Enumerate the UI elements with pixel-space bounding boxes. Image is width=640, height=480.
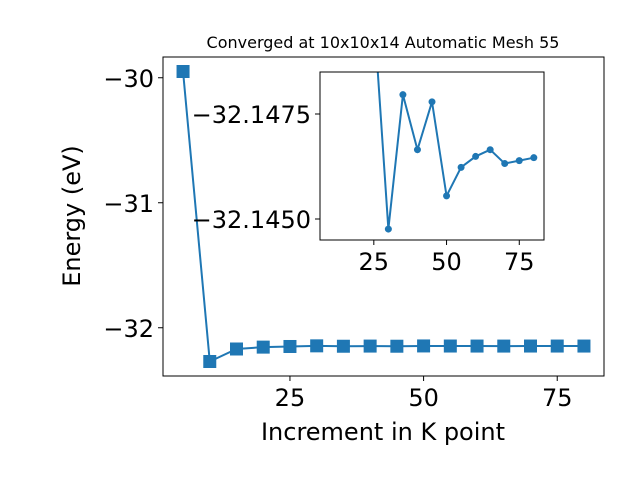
marker <box>256 340 270 354</box>
marker <box>310 339 324 353</box>
marker <box>413 146 421 154</box>
plot <box>176 65 591 368</box>
marker <box>336 339 350 353</box>
marker <box>577 339 591 353</box>
marker <box>515 157 523 165</box>
marker <box>417 339 431 353</box>
marker <box>457 163 465 171</box>
marker <box>384 225 392 233</box>
plot <box>376 72 538 233</box>
y-tick-label: −32 <box>103 315 154 343</box>
plot-area <box>320 72 544 240</box>
marker <box>472 152 480 160</box>
marker <box>203 355 217 368</box>
x-tick-label: 50 <box>431 248 462 276</box>
x-tick-label: 75 <box>542 384 573 412</box>
series-line <box>182 71 584 364</box>
marker <box>524 339 537 353</box>
y-tick-label: −30 <box>103 65 154 93</box>
marker <box>230 342 243 356</box>
marker <box>443 192 451 200</box>
axes-frame <box>319 71 545 241</box>
axes-frame <box>162 56 605 377</box>
marker <box>399 91 407 99</box>
marker <box>501 160 509 168</box>
marker <box>550 339 564 353</box>
y-tick-label: −32.1475 <box>192 101 311 129</box>
marker <box>443 339 457 353</box>
x-tick-label: 75 <box>504 248 535 276</box>
marker <box>176 65 190 78</box>
y-axis-label: Energy (eV) <box>58 145 86 287</box>
marker <box>486 146 494 154</box>
x-tick-label: 25 <box>359 248 390 276</box>
y-tick-label: −32.1450 <box>192 206 311 234</box>
marker <box>530 154 538 162</box>
marker <box>428 98 436 106</box>
marker <box>283 339 297 353</box>
x-axis-label: Increment in K point <box>261 418 505 446</box>
y-tick-label: −31 <box>103 190 154 218</box>
x-tick-label: 50 <box>408 384 439 412</box>
chart-title: Converged at 10x10x14 Automatic Mesh 55 <box>207 33 560 52</box>
marker <box>470 339 484 353</box>
marker <box>497 339 511 353</box>
marker <box>363 339 377 353</box>
marker <box>390 339 404 353</box>
x-tick-label: 25 <box>275 384 306 412</box>
axes: 25 50 75 −32.1475 −32.1450 <box>192 71 545 276</box>
